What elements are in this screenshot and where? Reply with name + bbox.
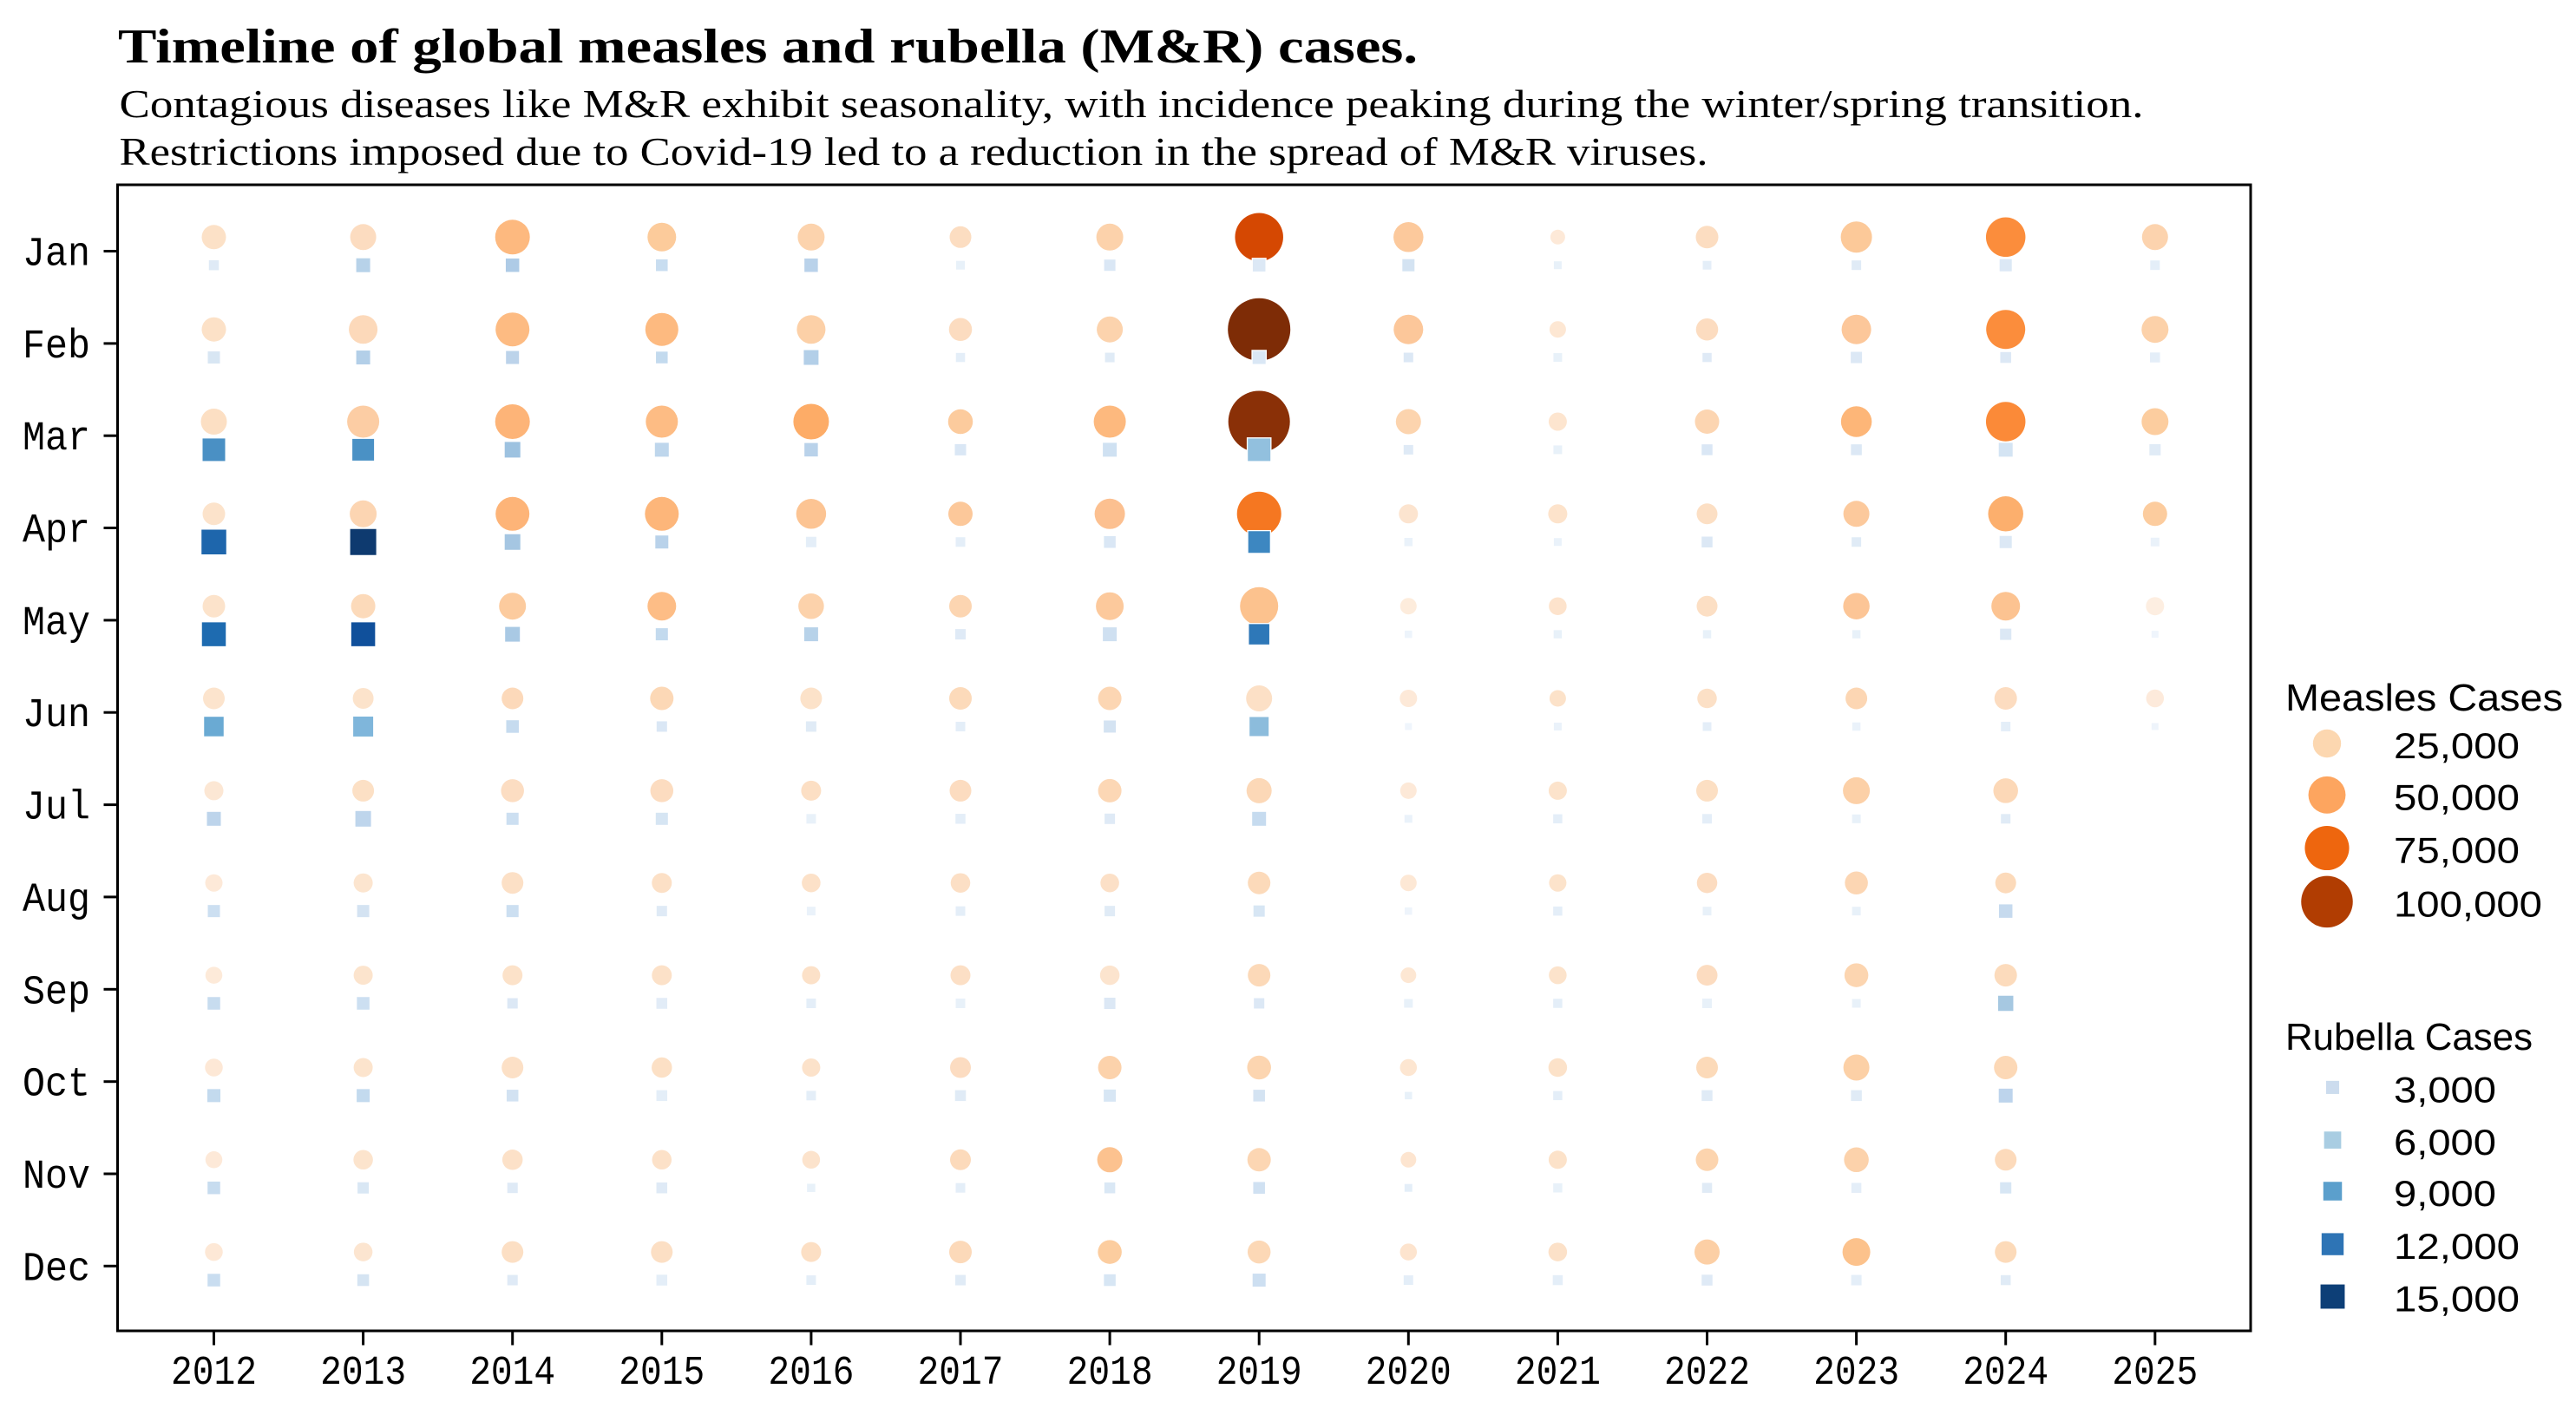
svg-text:2025: 2025 [2112,1351,2198,1397]
svg-text:50,000: 50,000 [2394,776,2520,817]
svg-text:Dec: Dec [23,1247,90,1293]
svg-text:2015: 2015 [619,1351,705,1397]
svg-text:2020: 2020 [1366,1351,1452,1397]
svg-text:2012: 2012 [171,1351,257,1397]
svg-text:6,000: 6,000 [2394,1122,2496,1163]
svg-text:Contagious diseases like M&R e: Contagious diseases like M&R exhibit sea… [120,82,2144,126]
svg-text:Rubella Cases: Rubella Cases [2285,1016,2533,1058]
svg-text:2022: 2022 [1664,1351,1750,1397]
svg-text:2016: 2016 [768,1351,854,1397]
svg-text:2017: 2017 [918,1351,1004,1397]
svg-text:3,000: 3,000 [2394,1069,2496,1110]
svg-text:2018: 2018 [1067,1351,1153,1397]
svg-text:12,000: 12,000 [2394,1226,2520,1267]
svg-text:2014: 2014 [469,1351,555,1397]
svg-text:2021: 2021 [1515,1351,1601,1397]
svg-text:Oct: Oct [23,1063,90,1109]
svg-text:2024: 2024 [1963,1351,2048,1397]
svg-text:Feb: Feb [23,324,90,370]
svg-text:100,000: 100,000 [2394,883,2542,924]
svg-text:Timeline of global measles and: Timeline of global measles and rubella (… [118,20,1418,74]
svg-text:15,000: 15,000 [2394,1279,2520,1320]
svg-text:Mar: Mar [23,416,90,462]
svg-text:Jul: Jul [23,786,90,832]
svg-text:May: May [23,601,90,647]
svg-text:Restrictions imposed due to Co: Restrictions imposed due to Covid-19 led… [120,130,1708,174]
svg-text:2023: 2023 [1813,1351,1899,1397]
svg-text:Nov: Nov [23,1155,90,1201]
svg-text:Measles Cases: Measles Cases [2285,677,2563,719]
svg-text:2013: 2013 [320,1351,406,1397]
svg-text:Aug: Aug [23,878,90,924]
svg-text:Sep: Sep [23,970,90,1016]
svg-text:2019: 2019 [1216,1351,1302,1397]
svg-text:Jan: Jan [23,233,90,278]
svg-text:Jun: Jun [23,693,90,739]
svg-text:9,000: 9,000 [2394,1173,2496,1214]
svg-text:25,000: 25,000 [2394,725,2520,766]
svg-text:75,000: 75,000 [2394,830,2520,871]
svg-text:Apr: Apr [23,509,90,555]
